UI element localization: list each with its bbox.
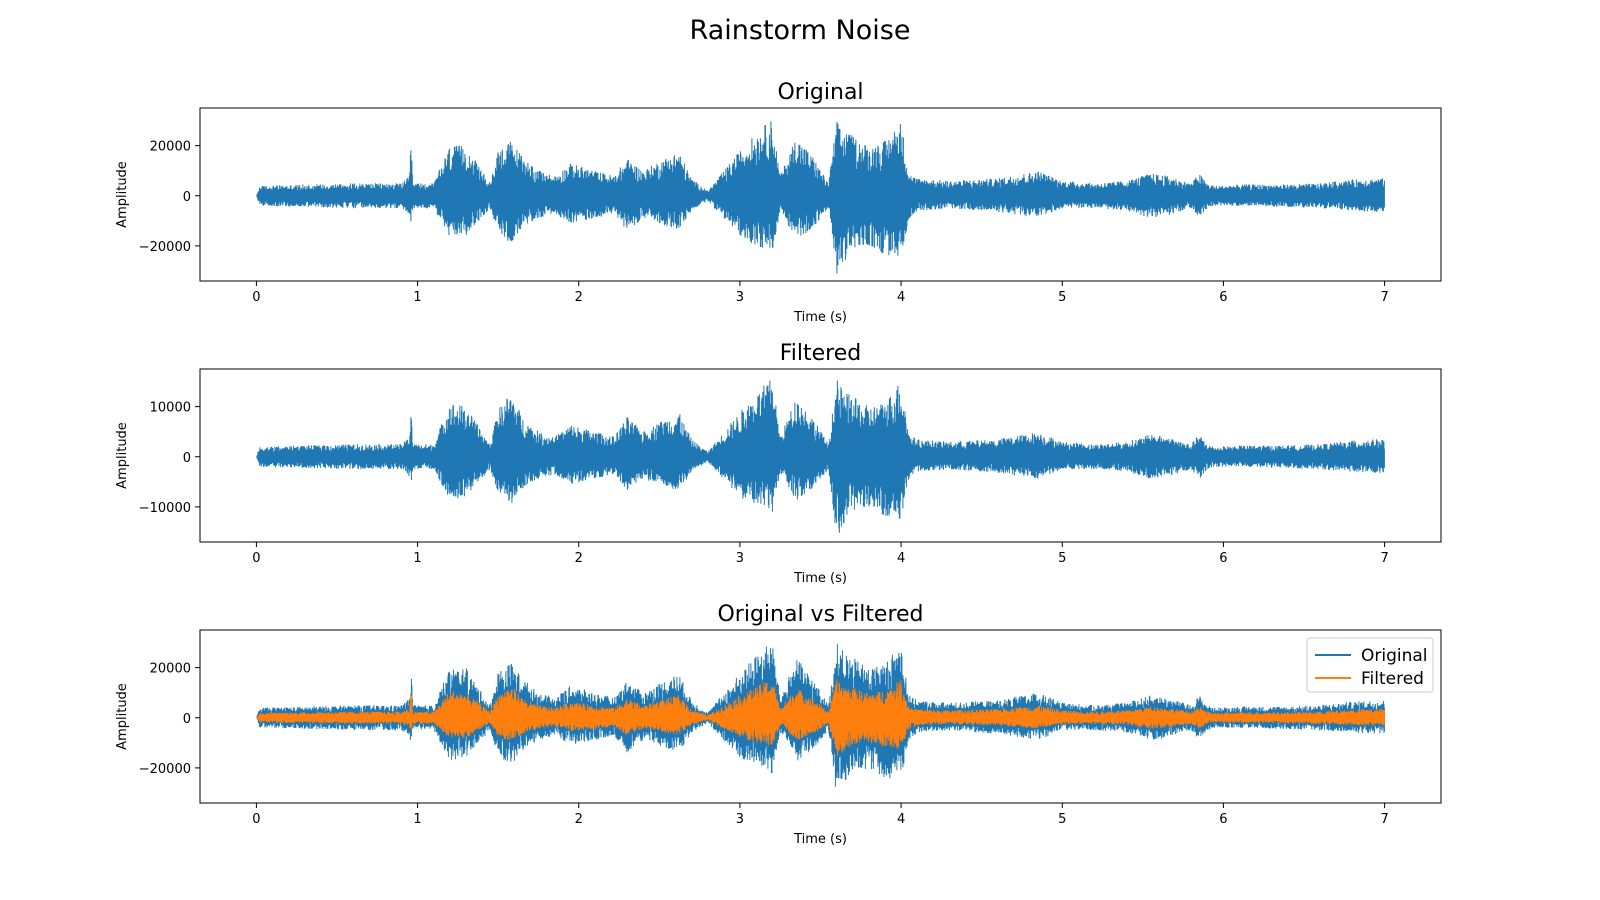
y-tick-label: 0 [183, 451, 191, 466]
x-tick-label: 4 [897, 812, 905, 827]
axes-frame [199, 629, 1442, 804]
y-axis-label: Amplitude [115, 683, 130, 750]
legend-label-filtered: Filtered [1361, 669, 1424, 689]
x-tick-label: 2 [575, 551, 583, 566]
legend-label-original: Original [1361, 646, 1428, 666]
y-tick-label: 0 [183, 712, 191, 727]
x-tick-label: 5 [1058, 812, 1066, 827]
x-tick-label: 3 [736, 812, 744, 827]
x-tick-label: 0 [252, 290, 260, 305]
x-tick-label: 5 [1058, 551, 1066, 566]
x-axis-label: Time (s) [793, 310, 847, 325]
series-line-signal [256, 121, 1385, 274]
y-tick-label: 20000 [150, 662, 191, 677]
y-tick-label: 20000 [150, 140, 191, 155]
y-tick-label: 10000 [150, 401, 191, 416]
x-tick-label: 6 [1219, 290, 1227, 305]
subplot-title: Original [777, 80, 863, 105]
subplot-3: Original vs Filtered 0 1 2 3 4 5 6 7 −20000 0 20000… [115, 602, 1442, 847]
x-tick-label: 3 [736, 551, 744, 566]
plot-area [256, 121, 1385, 274]
x-tick-label: 6 [1219, 551, 1227, 566]
y-tick-label: −20000 [139, 240, 191, 255]
x-tick-label: 7 [1380, 812, 1388, 827]
x-tick-label: 7 [1380, 290, 1388, 305]
axes-frame [199, 107, 1442, 282]
subplot-1: Original 0 1 2 3 4 5 6 7 −20000 0 20000 Time (s) Ampl… [115, 80, 1442, 325]
y-tick-label: −20000 [139, 762, 191, 777]
x-tick-label: 1 [413, 812, 421, 827]
x-tick-label: 0 [252, 812, 260, 827]
axes-frame [199, 368, 1442, 543]
x-tick-label: 2 [575, 812, 583, 827]
x-tick-label: 2 [575, 290, 583, 305]
y-tick-label: −10000 [139, 501, 191, 516]
subplot-title: Original vs Filtered [717, 602, 923, 627]
legend: Original Filtered [1306, 637, 1434, 693]
x-tick-label: 0 [252, 551, 260, 566]
x-axis-label: Time (s) [793, 832, 847, 847]
series-line-signal [256, 380, 1385, 533]
plot-area [256, 380, 1385, 533]
x-tick-label: 4 [897, 290, 905, 305]
series-line-filtered [256, 679, 1385, 756]
x-tick-label: 1 [413, 551, 421, 566]
x-tick-label: 6 [1219, 812, 1227, 827]
figure-title: Rainstorm Noise [690, 15, 911, 46]
y-axis-label: Amplitude [115, 422, 130, 489]
x-tick-label: 3 [736, 290, 744, 305]
x-tick-label: 4 [897, 551, 905, 566]
y-tick-label: 0 [183, 190, 191, 205]
x-tick-label: 1 [413, 290, 421, 305]
subplot-2: Filtered 0 1 2 3 4 5 6 7 −10000 0 10000 Time (s) Ampl… [115, 341, 1442, 586]
x-tick-label: 7 [1380, 551, 1388, 566]
subplot-title: Filtered [780, 341, 862, 366]
x-axis-label: Time (s) [793, 571, 847, 586]
plot-area [256, 644, 1385, 787]
x-tick-label: 5 [1058, 290, 1066, 305]
y-axis-label: Amplitude [115, 161, 130, 228]
